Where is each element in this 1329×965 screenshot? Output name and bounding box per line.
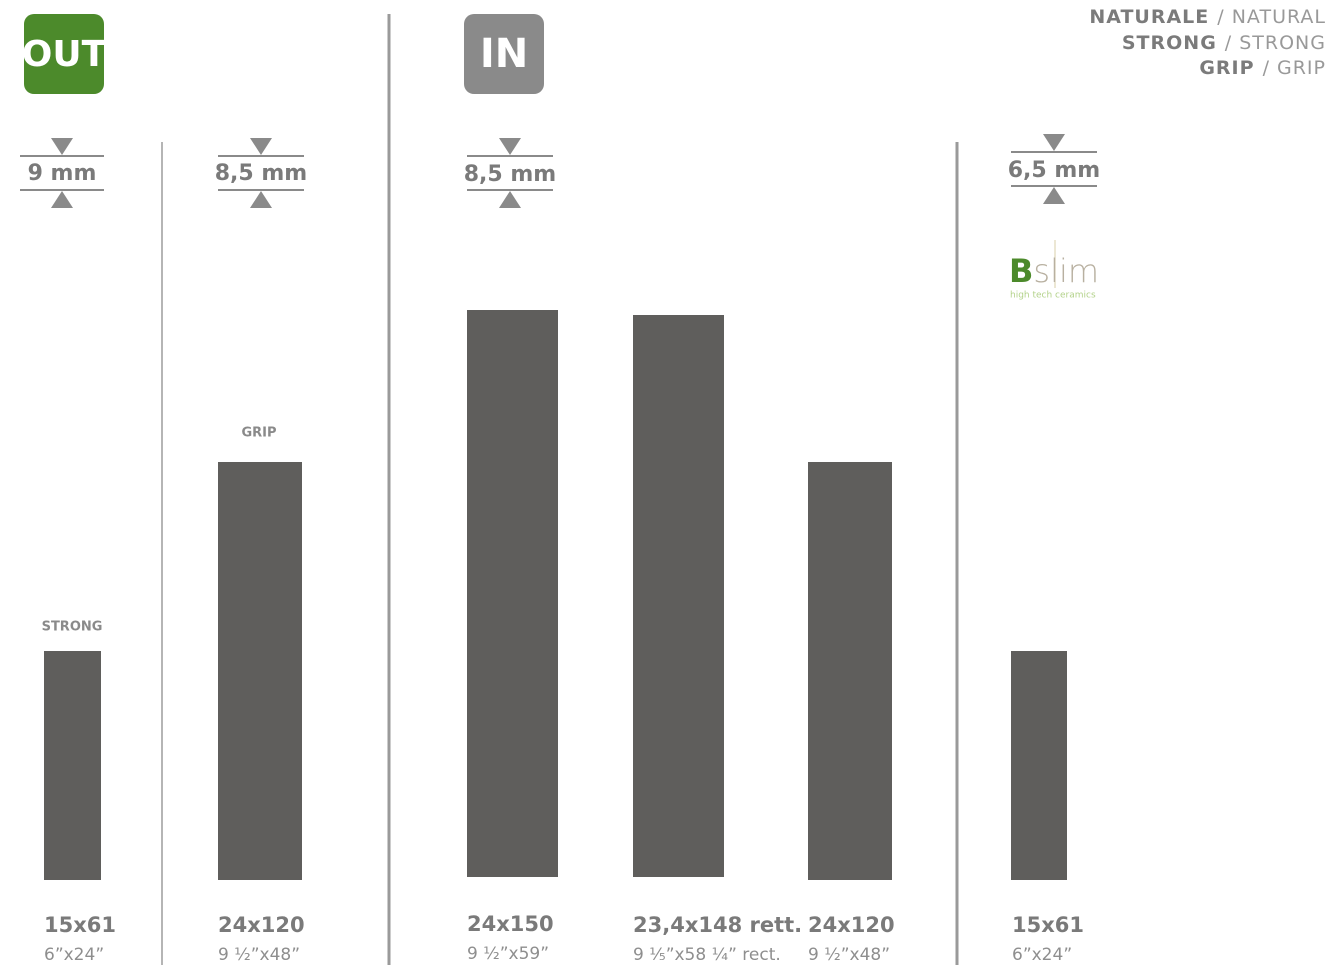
legend-bold: NATURALE	[1089, 6, 1209, 28]
tile-size: 24x120	[808, 913, 895, 937]
tile-size: 15x61	[1012, 913, 1084, 937]
tile-size: 15x61	[44, 913, 116, 937]
legend-light: / STRONG	[1225, 32, 1326, 54]
tile-size: 24x120	[218, 913, 305, 937]
tile-size: 23,4x148 rett.	[633, 913, 802, 937]
tile-inch: 9 ½”x48”	[808, 945, 890, 965]
legend-entry: STRONG / STRONG	[1122, 32, 1326, 54]
legend-entry: GRIP / GRIP	[1199, 57, 1326, 79]
tile	[467, 310, 558, 877]
tile	[44, 651, 101, 880]
legend-bold: GRIP	[1199, 57, 1254, 79]
tile	[633, 315, 724, 877]
indicator-arrow	[499, 138, 521, 155]
out-badge	[24, 14, 104, 94]
in-badge	[464, 14, 544, 94]
thickness-label: 8,5 mm	[464, 162, 556, 187]
in-label: IN	[480, 31, 528, 77]
logo: Bslim	[1009, 252, 1099, 290]
thickness-indicators	[20, 134, 1097, 288]
tile-inch: 9 ½”x48”	[218, 945, 300, 965]
logo-name: slim	[1033, 252, 1099, 290]
tile-inch: 6”x24”	[1012, 945, 1072, 965]
thickness-label: 6,5 mm	[1008, 158, 1100, 183]
indicator-arrow	[499, 191, 521, 208]
tile-inch: 6”x24”	[44, 945, 104, 965]
finish-label: GRIP	[241, 426, 276, 441]
logo-tagline: high tech ceramics	[1010, 291, 1096, 301]
tile	[1011, 651, 1067, 880]
legend-light: / NATURAL	[1217, 6, 1326, 28]
out-label: OUT	[22, 34, 107, 75]
indicator-arrow	[250, 191, 272, 208]
tile-inch: 9 ½”x59”	[467, 944, 549, 964]
finish-label: STRONG	[42, 620, 103, 635]
tile	[808, 462, 892, 880]
legend-bold: STRONG	[1122, 32, 1217, 54]
indicator-arrow	[51, 138, 73, 155]
indicator-arrow	[51, 191, 73, 208]
indicator-arrow	[1043, 187, 1065, 204]
legend-entry: NATURALE / NATURAL	[1089, 6, 1326, 28]
thickness-label: 9 mm	[28, 161, 97, 186]
tile-size: 24x150	[467, 912, 554, 936]
tile	[218, 462, 302, 880]
indicator-arrow	[1043, 134, 1065, 151]
indicator-arrow	[250, 138, 272, 155]
logo-initial: B	[1009, 252, 1033, 290]
tile-inch: 9 ¹⁄₅”x58 ¼” rect.	[633, 945, 781, 965]
thickness-label: 8,5 mm	[215, 161, 307, 186]
legend-light: / GRIP	[1263, 57, 1326, 79]
